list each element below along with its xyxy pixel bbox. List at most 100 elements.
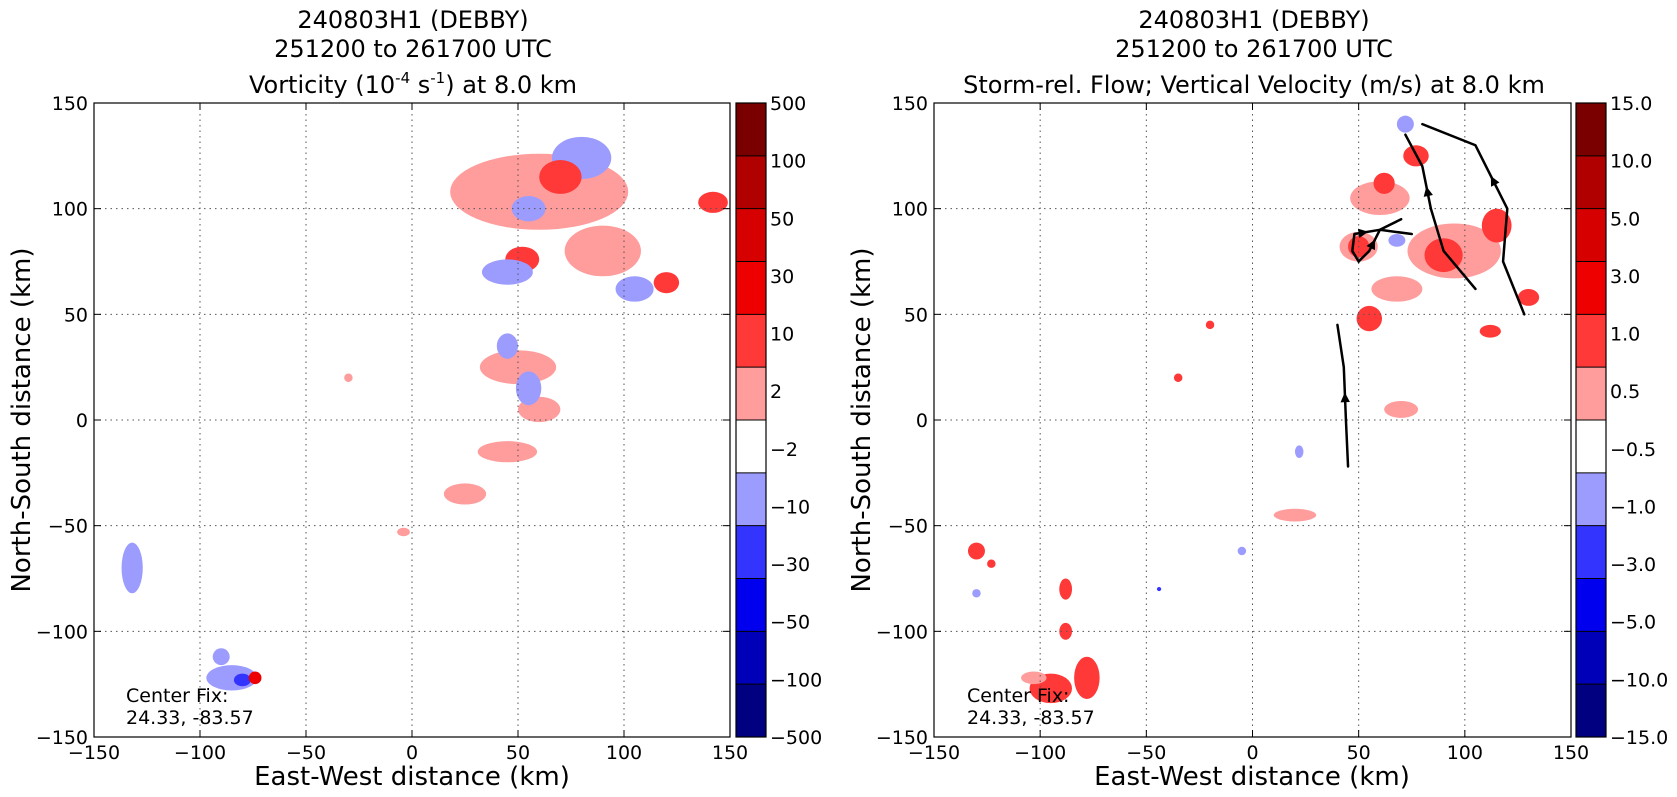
velocity-plot-area: −150 −100 −50 0 50 100 150 −150 −100 −50 0 50 100 15… xyxy=(876,93,1589,764)
vorticity-x-tick-label: 100 xyxy=(606,742,642,764)
velocity-x-ticks: −150 −100 −50 0 50 100 150 xyxy=(908,103,1589,764)
velocity-field-region xyxy=(1173,373,1183,382)
vorticity-title-exponent2: -1 xyxy=(430,69,445,87)
vorticity-colorbar-label: −30 xyxy=(770,554,810,576)
vorticity-colorbar-label: −10 xyxy=(770,496,810,518)
velocity-colorbar-swatch xyxy=(1576,578,1606,632)
velocity-colorbar-swatch xyxy=(1576,684,1606,737)
vorticity-y-axis-label: North-South distance (km) xyxy=(7,247,37,592)
velocity-center-fix-coords: 24.33, -83.57 xyxy=(967,707,1095,729)
vorticity-colorbar-label: 50 xyxy=(770,208,794,230)
vorticity-gridlines xyxy=(94,103,730,737)
velocity-colorbar-label: 10.0 xyxy=(1610,151,1652,173)
velocity-field-region xyxy=(1059,622,1073,640)
vorticity-x-tick-label: −100 xyxy=(174,742,226,764)
vorticity-x-ticks: −150 −100 −50 0 50 100 150 xyxy=(68,103,748,764)
velocity-y-tick-label: −100 xyxy=(876,621,928,643)
velocity-colorbar-swatch xyxy=(1576,525,1606,579)
vorticity-y-tick-label: 50 xyxy=(64,304,88,326)
vorticity-field-region xyxy=(248,671,262,685)
velocity-panel: 240803H1 (DEBBY) 251200 to 261700 UTC St… xyxy=(847,6,1668,792)
vorticity-colorbar-swatch xyxy=(736,103,766,156)
velocity-colorbar-label: −0.5 xyxy=(1610,439,1656,461)
vorticity-field-region xyxy=(397,527,410,537)
velocity-colorbar-swatch xyxy=(1576,420,1606,473)
velocity-field-region xyxy=(987,559,996,568)
velocity-field-region xyxy=(1388,234,1406,247)
velocity-y-tick-label: −50 xyxy=(888,516,928,538)
velocity-colorbar-label: 15.0 xyxy=(1610,93,1652,115)
vorticity-field-region xyxy=(496,333,518,359)
vorticity-colorbar-swatch xyxy=(736,631,766,685)
vorticity-field-region xyxy=(121,542,143,594)
vorticity-colorbar-swatch xyxy=(736,472,766,526)
velocity-center-fix-label: Center Fix: xyxy=(967,685,1069,707)
velocity-x-tick-label: 150 xyxy=(1553,742,1589,764)
vorticity-x-tick-label: 50 xyxy=(506,742,530,764)
velocity-field-region xyxy=(1356,305,1383,332)
velocity-field-region xyxy=(1021,671,1047,685)
vorticity-y-ticks: −150 −100 −50 0 50 100 150 xyxy=(36,93,730,749)
velocity-field-region xyxy=(1373,172,1395,194)
vorticity-colorbar-label: −50 xyxy=(770,612,810,634)
velocity-x-tick-label: 100 xyxy=(1447,742,1483,764)
velocity-x-tick-label: 50 xyxy=(1347,742,1371,764)
vorticity-colorbar-label: −500 xyxy=(770,727,822,749)
vorticity-field-region xyxy=(515,371,542,406)
velocity-colorbar-label: 3.0 xyxy=(1610,266,1640,288)
vorticity-field-region xyxy=(481,259,533,285)
vorticity-x-tick-label: −50 xyxy=(286,742,326,764)
velocity-streamline xyxy=(1404,133,1477,291)
velocity-field-region xyxy=(1273,508,1317,522)
velocity-x-tick-label: −150 xyxy=(908,742,960,764)
vorticity-plot-background xyxy=(94,103,730,737)
vorticity-field-region xyxy=(233,673,251,687)
velocity-colorbar-swatch xyxy=(1576,155,1606,209)
vorticity-y-tick-label: −50 xyxy=(48,516,88,538)
vorticity-field-region xyxy=(653,272,680,294)
velocity-field-region xyxy=(1059,578,1073,600)
velocity-colorbar-label: −5.0 xyxy=(1610,612,1656,634)
velocity-colorbar-swatch xyxy=(1576,208,1606,262)
velocity-y-axis-label: North-South distance (km) xyxy=(847,247,877,592)
velocity-colorbar-label: −1.0 xyxy=(1610,496,1656,518)
velocity-field xyxy=(967,115,1540,704)
vorticity-field-region xyxy=(615,276,654,302)
vorticity-center-fix-label: Center Fix: xyxy=(126,685,228,707)
vorticity-x-tick-label: 0 xyxy=(406,742,418,764)
velocity-y-tick-label: 50 xyxy=(904,304,928,326)
vorticity-colorbar-frame xyxy=(735,102,767,738)
vorticity-colorbar-swatch xyxy=(736,208,766,262)
vorticity-colorbar-label: 30 xyxy=(770,266,794,288)
velocity-field-region xyxy=(1294,445,1304,459)
velocity-colorbar: 15.0 10.0 5.0 3.0 1.0 0.5 −0.5 −1.0 −3.0 −5.0 −10.… xyxy=(1575,93,1668,749)
vorticity-colorbar-swatch xyxy=(736,578,766,632)
velocity-field-region xyxy=(972,589,981,598)
vorticity-y-tick-label: 0 xyxy=(76,410,88,432)
velocity-x-tick-label: −100 xyxy=(1014,742,1066,764)
velocity-field-region xyxy=(1517,288,1540,306)
vorticity-x-tick-label: 150 xyxy=(712,742,748,764)
vorticity-field-region xyxy=(344,373,353,382)
velocity-title-line2: 251200 to 261700 UTC xyxy=(1115,35,1393,63)
velocity-field-region xyxy=(1205,320,1215,330)
velocity-plot-background xyxy=(934,103,1571,737)
velocity-colorbar-label: −3.0 xyxy=(1610,554,1656,576)
velocity-streamline-arrow xyxy=(1357,228,1369,238)
vorticity-title-exponent1: -4 xyxy=(395,69,410,87)
velocity-field-region xyxy=(1074,656,1100,699)
velocity-gridlines xyxy=(934,103,1571,737)
vorticity-colorbar-label: 2 xyxy=(770,381,782,403)
vorticity-colorbar-label: −100 xyxy=(770,669,822,691)
vorticity-title-line1: 240803H1 (DEBBY) xyxy=(297,6,528,34)
velocity-streamline xyxy=(1421,122,1526,316)
velocity-y-tick-label: 100 xyxy=(892,199,928,221)
velocity-x-tick-label: −50 xyxy=(1126,742,1166,764)
velocity-colorbar-label: 0.5 xyxy=(1610,381,1640,403)
vorticity-colorbar-swatch xyxy=(736,367,766,420)
vorticity-title-mid: s xyxy=(410,71,430,99)
velocity-y-tick-label: 150 xyxy=(892,93,928,115)
velocity-streamline-arrow xyxy=(1490,175,1500,187)
vorticity-colorbar-swatch xyxy=(736,261,766,315)
